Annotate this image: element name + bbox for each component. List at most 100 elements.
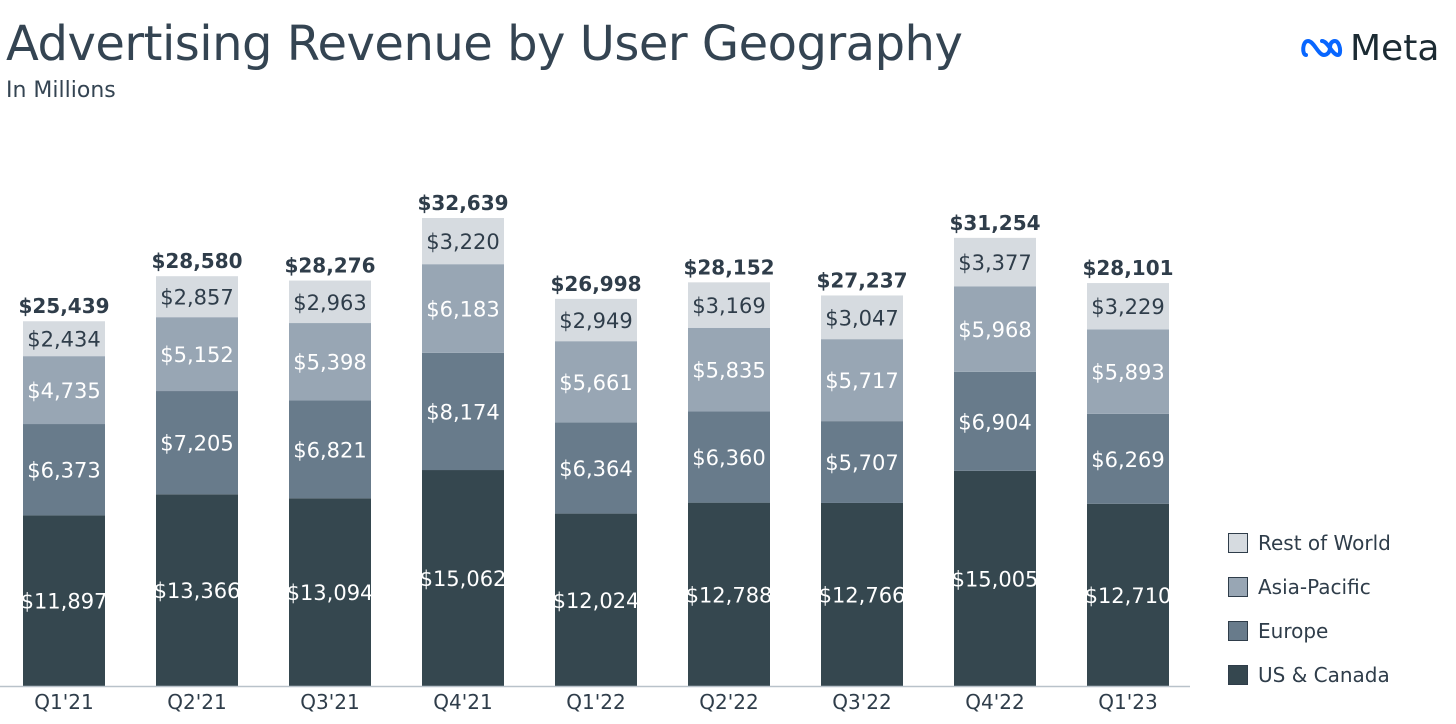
segment-value-label: $3,169: [692, 294, 765, 318]
bar-segment: [954, 286, 1036, 372]
x-tick-label: Q3'21: [300, 690, 359, 714]
segment-value-label: $5,968: [958, 318, 1031, 342]
bar-total-label: $28,152: [683, 255, 774, 279]
bar-segment: [555, 298, 637, 342]
bar-segment: [23, 356, 105, 425]
segment-value-label: $13,094: [287, 581, 374, 605]
bar-total-label: $32,639: [417, 191, 508, 215]
x-tick-label: Q4'22: [965, 690, 1024, 714]
segment-value-label: $2,857: [160, 286, 233, 310]
bar-total-label: $28,101: [1082, 256, 1173, 280]
segment-value-label: $6,183: [426, 297, 499, 321]
segment-value-label: $5,707: [825, 451, 898, 475]
segment-value-label: $6,360: [692, 446, 765, 470]
chart-subtitle: In Millions: [6, 78, 116, 103]
segment-value-label: $11,897: [21, 590, 108, 614]
bar-segment: [688, 282, 770, 328]
segment-value-label: $3,220: [426, 230, 499, 254]
bar-segment: [954, 371, 1036, 471]
segment-value-label: $6,821: [293, 438, 366, 462]
bar-segment: [821, 502, 903, 686]
legend-item-us-canada: US & Canada: [1228, 663, 1391, 687]
legend: Rest of World Asia-Pacific Europe US & C…: [1228, 531, 1391, 708]
bar-segment: [422, 264, 504, 353]
bar-segment: [821, 339, 903, 422]
bar-segment: [688, 502, 770, 686]
bar-total-label: $28,276: [284, 254, 375, 278]
legend-swatch-us-canada: [1228, 665, 1248, 685]
legend-label-europe: Europe: [1258, 619, 1329, 643]
bar-segment: [289, 280, 371, 324]
segment-value-label: $5,661: [559, 371, 632, 395]
segment-value-label: $13,366: [154, 579, 241, 603]
x-tick-label: Q1'23: [1098, 690, 1157, 714]
segment-value-label: $3,377: [958, 251, 1031, 275]
bar-segment: [688, 411, 770, 503]
segment-value-label: $5,893: [1091, 361, 1164, 385]
x-tick-label: Q4'21: [433, 690, 492, 714]
bar-segment: [289, 498, 371, 686]
segment-value-label: $5,835: [692, 359, 765, 383]
segment-value-label: $6,904: [958, 410, 1031, 434]
segment-value-label: $3,047: [825, 306, 898, 330]
segment-value-label: $5,152: [160, 343, 233, 367]
legend-swatch-asia-pacific: [1228, 577, 1248, 597]
legend-item-rest-of-world: Rest of World: [1228, 531, 1391, 555]
x-tick-label: Q2'22: [699, 690, 758, 714]
bar-segment: [422, 470, 504, 686]
bar-segment: [1087, 283, 1169, 330]
x-tick-label: Q3'22: [832, 690, 891, 714]
bar-segment: [156, 494, 238, 686]
bar-segment: [821, 295, 903, 340]
segment-value-label: $12,710: [1085, 584, 1172, 608]
bar-total-label: $27,237: [816, 268, 907, 292]
bar-segment: [954, 470, 1036, 686]
bar-segment: [422, 218, 504, 265]
bar-segment: [23, 321, 105, 357]
legend-label-asia-pacific: Asia-Pacific: [1258, 575, 1371, 599]
segment-value-label: $12,788: [686, 583, 773, 607]
segment-value-label: $15,005: [952, 567, 1039, 591]
bar-segment: [23, 515, 105, 686]
bar-segment: [289, 323, 371, 401]
bar-segment: [555, 422, 637, 514]
bar-segment: [954, 237, 1036, 287]
bar-segment: [23, 424, 105, 516]
meta-logo: Meta: [1300, 26, 1439, 70]
meta-logo-text: Meta: [1350, 27, 1440, 69]
bar-segment: [156, 276, 238, 318]
bar-segment: [156, 317, 238, 392]
legend-item-europe: Europe: [1228, 619, 1391, 643]
segment-value-label: $7,205: [160, 432, 233, 456]
segment-value-label: $6,373: [27, 459, 100, 483]
bar-segment: [821, 421, 903, 503]
bar-total-label: $28,580: [151, 249, 242, 273]
segment-value-label: $8,174: [426, 400, 499, 424]
bar-segment: [289, 400, 371, 499]
bar-segment: [1087, 503, 1169, 686]
segment-value-label: $4,735: [27, 379, 100, 403]
segment-value-label: $12,024: [553, 589, 640, 613]
segment-value-label: $6,269: [1091, 448, 1164, 472]
segment-value-label: $2,434: [27, 328, 100, 352]
chart-title: Advertising Revenue by User Geography: [6, 16, 963, 72]
bar-segment: [555, 513, 637, 686]
segment-value-label: $2,949: [559, 309, 632, 333]
segment-value-label: $5,398: [293, 351, 366, 375]
bar-segment: [422, 352, 504, 471]
segment-value-label: $12,766: [819, 583, 906, 607]
bar-segment: [1087, 329, 1169, 414]
x-tick-label: Q1'21: [34, 690, 93, 714]
segment-value-label: $3,229: [1091, 295, 1164, 319]
segment-value-label: $5,717: [825, 369, 898, 393]
x-tick-label: Q1'22: [566, 690, 625, 714]
legend-item-asia-pacific: Asia-Pacific: [1228, 575, 1391, 599]
bar-segment: [1087, 413, 1169, 504]
legend-swatch-rest-of-world: [1228, 533, 1248, 553]
segment-value-label: $2,963: [293, 291, 366, 315]
bar-total-label: $31,254: [949, 211, 1040, 235]
legend-label-us-canada: US & Canada: [1258, 663, 1390, 687]
segment-value-label: $6,364: [559, 457, 632, 481]
meta-infinity-icon: [1301, 38, 1343, 58]
